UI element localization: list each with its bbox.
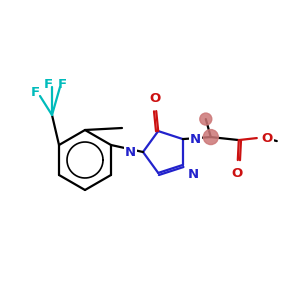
Circle shape	[200, 113, 212, 125]
Text: O: O	[150, 92, 161, 105]
Text: F: F	[57, 79, 67, 92]
Text: O: O	[262, 132, 273, 145]
Text: O: O	[231, 167, 242, 180]
Text: F: F	[30, 86, 40, 100]
Text: N: N	[188, 168, 199, 181]
Text: N: N	[125, 146, 136, 158]
Text: N: N	[190, 133, 201, 146]
Text: F: F	[44, 79, 52, 92]
Circle shape	[203, 130, 218, 145]
